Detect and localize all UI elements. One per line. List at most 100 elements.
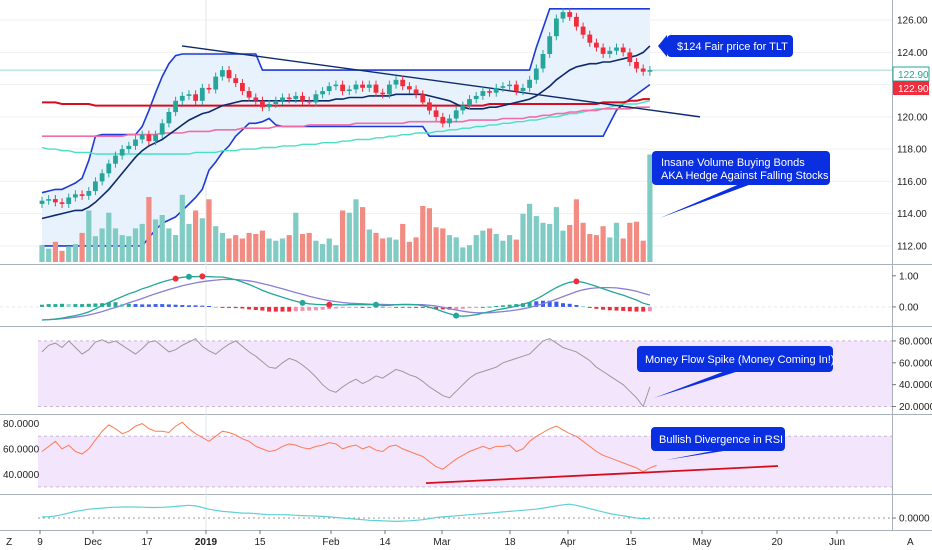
candle-body bbox=[99, 173, 105, 182]
candle-body bbox=[220, 70, 225, 77]
candle-body bbox=[346, 89, 352, 92]
candle-body bbox=[580, 26, 586, 35]
candle-body bbox=[226, 70, 232, 79]
volume-bar bbox=[613, 222, 620, 262]
volume-bar bbox=[533, 216, 539, 262]
candle-body bbox=[453, 110, 459, 119]
candle bbox=[293, 91, 299, 104]
volume-bar bbox=[246, 232, 252, 262]
candle bbox=[500, 82, 506, 92]
volume-bar bbox=[473, 235, 479, 262]
volume-bar bbox=[326, 238, 332, 262]
channel-area bbox=[42, 8, 650, 246]
macd-histogram-bar bbox=[133, 304, 138, 307]
candle-body bbox=[126, 145, 132, 150]
macd-histogram-bar bbox=[434, 306, 439, 310]
volume-bar bbox=[393, 239, 399, 262]
candle bbox=[146, 130, 152, 146]
macd-histogram-bar bbox=[293, 306, 298, 312]
volume-bar bbox=[540, 222, 546, 262]
last-price-text-teal: 122.90 bbox=[898, 70, 929, 81]
volume-bar bbox=[340, 210, 346, 262]
candle-body bbox=[533, 68, 539, 80]
candle bbox=[373, 80, 379, 97]
volume-bar bbox=[453, 237, 459, 262]
candle bbox=[199, 83, 205, 105]
macd-histogram-bar bbox=[166, 304, 171, 307]
candle bbox=[46, 195, 52, 205]
rsi-left-tick-label: 60.0000 bbox=[3, 444, 40, 455]
candle-body bbox=[467, 99, 472, 106]
volume-bar bbox=[507, 235, 513, 262]
candle-body bbox=[387, 84, 392, 95]
candle bbox=[159, 119, 165, 139]
candle-body bbox=[560, 12, 566, 19]
candle bbox=[567, 8, 573, 21]
candle-body bbox=[320, 91, 325, 95]
candle-body bbox=[520, 87, 526, 92]
time-tick-label: Apr bbox=[560, 537, 576, 548]
candle-body bbox=[567, 12, 573, 17]
candle-body bbox=[313, 94, 319, 103]
macd-histogram-bar bbox=[180, 305, 185, 307]
candle bbox=[634, 58, 639, 73]
macd-histogram-bar bbox=[193, 305, 198, 307]
volume-bar bbox=[573, 199, 579, 262]
candle bbox=[179, 91, 185, 105]
volume-bar bbox=[633, 221, 640, 262]
candle-body bbox=[393, 79, 399, 85]
macd-histogram-bar bbox=[300, 306, 305, 311]
macd-histogram-bar bbox=[527, 302, 532, 307]
candle-body bbox=[133, 139, 138, 146]
time-tick-label: 2019 bbox=[195, 537, 218, 548]
volume-bar bbox=[386, 237, 392, 262]
volume-bar bbox=[273, 240, 279, 262]
corner-label-left: Z bbox=[6, 537, 12, 548]
candle bbox=[226, 66, 232, 83]
macd-histogram-bar bbox=[414, 306, 419, 308]
macd-histogram-bar bbox=[273, 306, 278, 312]
candle-body bbox=[159, 123, 165, 135]
volume-bar bbox=[159, 215, 165, 262]
volume-bar bbox=[99, 228, 105, 262]
macd-histogram-bar bbox=[260, 306, 265, 311]
volume-bar bbox=[647, 154, 653, 262]
candle-body bbox=[306, 100, 312, 103]
macd-histogram-bar bbox=[407, 306, 412, 308]
macd-cross-marker bbox=[299, 299, 306, 306]
candle-body bbox=[59, 202, 65, 204]
candle-body bbox=[113, 155, 118, 164]
volume-bar bbox=[320, 244, 326, 262]
volume-bar bbox=[493, 234, 499, 262]
volume-bar bbox=[193, 210, 199, 262]
candle bbox=[467, 95, 472, 110]
macd-histogram-bar bbox=[567, 303, 572, 307]
volume-bar bbox=[92, 236, 98, 262]
volume-bar bbox=[39, 245, 45, 262]
volume-bar bbox=[360, 207, 366, 262]
candle bbox=[600, 43, 606, 59]
candle-body bbox=[607, 50, 613, 54]
candle bbox=[313, 90, 319, 107]
candle bbox=[113, 151, 118, 168]
macd-histogram-bar bbox=[287, 306, 292, 312]
time-tick-label: 14 bbox=[379, 537, 391, 548]
price-tick-label: 120.00 bbox=[897, 112, 928, 123]
candle bbox=[166, 108, 172, 128]
macd-histogram-bar bbox=[227, 306, 231, 308]
volume-bar bbox=[219, 232, 225, 262]
candle-body bbox=[614, 47, 619, 51]
macd-histogram-bar bbox=[467, 306, 472, 309]
volume-bar bbox=[373, 232, 379, 262]
candle-body bbox=[433, 110, 439, 117]
macd-histogram-bar bbox=[46, 304, 51, 307]
candle-body bbox=[500, 86, 506, 88]
macd-histogram-bar bbox=[474, 306, 479, 308]
candle-body bbox=[280, 97, 285, 101]
candle-body bbox=[507, 84, 512, 87]
macd-signal-line bbox=[41, 278, 651, 321]
price-tick-label: 126.00 bbox=[897, 16, 928, 27]
macd-histogram-bar bbox=[581, 306, 586, 307]
volume-bar bbox=[166, 228, 172, 262]
